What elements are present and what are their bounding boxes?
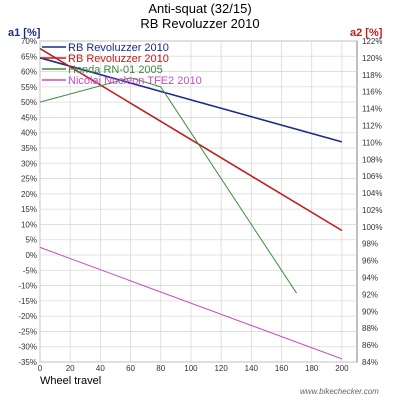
y1-tick-label: 45% [21,113,37,122]
y1-tick-label: -35% [18,358,37,367]
y1-tick-label: -30% [18,343,37,352]
chart-title: Anti-squat (32/15) [148,1,252,16]
x-tick-label: 100 [184,364,198,373]
y2-tick-label: 110% [362,138,382,147]
y1-tick-label: 35% [21,144,37,153]
y2-tick-label: 92% [362,290,378,299]
y1-tick-label: 65% [21,52,37,61]
series-line-1 [39,57,343,143]
y1-tick-label: 40% [21,129,37,138]
y2-tick-label: 106% [362,172,382,181]
y2-tick-label: 84% [362,358,378,367]
chart-subtitle: RB Revoluzzer 2010 [140,16,260,31]
y1-tick-label: 25% [21,175,37,184]
y1-tick-label: -25% [18,327,37,336]
series-line-4 [39,246,343,360]
y2-tick-label: 112% [362,121,382,130]
y1-tick-label: 10% [21,220,37,229]
legend-entry-3: Honda RN-01 2005 [68,64,163,76]
x-tick-label: 120 [214,364,228,373]
y1-tick-label: -20% [18,312,37,321]
y1-tick-label: -5% [23,266,37,275]
y1-axis-label: a1 [%] [8,27,41,39]
x-tick-label: 60 [126,364,135,373]
y2-tick-label: 96% [362,257,378,266]
legend-entry-2: RB Revoluzzer 2010 [68,53,169,65]
legend-entry-1: RB Revoluzzer 2010 [68,42,169,54]
y2-tick-label: 88% [362,324,378,333]
y2-tick-label: 122% [362,37,382,46]
watermark: www.bikechecker.com [300,387,379,396]
y1-tick-label: 70% [21,37,37,46]
x-tick-label: 180 [305,364,319,373]
y2-tick-label: 86% [362,341,378,350]
y1-tick-label: -10% [18,282,37,291]
y1-tick-label: 55% [21,83,37,92]
y1-tick-label: 60% [21,68,37,77]
y2-tick-label: 120% [362,54,382,63]
y2-tick-label: 104% [362,189,382,198]
legend-entry-4: Nicolai Nucleon TFE2 2010 [68,75,202,87]
y2-tick-label: 100% [362,223,382,232]
x-tick-label: 140 [245,364,259,373]
y2-tick-label: 114% [362,105,382,114]
y2-axis-label: a2 [%] [350,27,383,39]
series-line-2 [39,47,343,232]
y2-tick-label: 94% [362,274,378,283]
x-tick-label: 40 [96,364,105,373]
x-tick-label: 200 [335,364,349,373]
x-tick-label: 20 [66,364,75,373]
y2-tick-label: 90% [362,307,378,316]
y2-tick-label: 102% [362,206,382,215]
series-line-3 [39,77,298,294]
y1-tick-label: 15% [21,205,37,214]
y2-tick-label: 118% [362,71,382,80]
y1-tick-label: 20% [21,190,37,199]
y2-tick-label: 116% [362,88,382,97]
y1-tick-label: -15% [18,297,37,306]
y1-tick-label: 30% [21,159,37,168]
y2-tick-label: 108% [362,155,382,164]
x-axis-label: Wheel travel [40,375,102,387]
y2-tick-label: 98% [362,240,378,249]
y1-tick-label: 5% [25,236,37,245]
x-tick-label: 0 [38,364,43,373]
y1-tick-label: 50% [21,98,37,107]
x-tick-label: 160 [275,364,289,373]
x-tick-label: 80 [156,364,165,373]
y1-tick-label: 0% [25,251,37,260]
